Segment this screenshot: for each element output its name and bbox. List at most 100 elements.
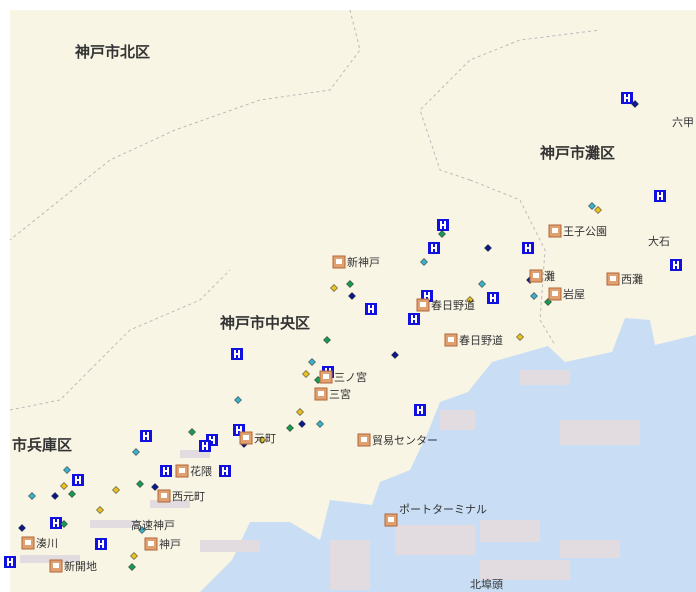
station-label: 三ノ宮 xyxy=(334,370,367,384)
hospital-icon xyxy=(72,474,84,486)
poi-dot xyxy=(438,230,446,238)
station-label: 王子公園 xyxy=(563,225,607,238)
station-icon-inner xyxy=(610,276,616,281)
hospital-icon xyxy=(365,303,377,315)
buildings xyxy=(20,370,640,590)
district-label: 市兵庫区 xyxy=(12,436,72,454)
station-label: ポートターミナル xyxy=(399,503,487,516)
poi-dot xyxy=(346,280,354,288)
poi-dot xyxy=(420,258,428,266)
poi-dot xyxy=(308,358,316,366)
hospital-icon xyxy=(199,440,211,452)
poi-dot xyxy=(530,292,538,300)
hospital-icon xyxy=(160,465,172,477)
poi-dot xyxy=(130,552,138,560)
station-icon-inner xyxy=(161,493,167,498)
hospital-h xyxy=(525,244,531,252)
station-icon-inner xyxy=(318,391,324,396)
poi-dot xyxy=(68,490,76,498)
hospital-icon xyxy=(140,430,152,442)
station-label: 西灘 xyxy=(621,273,643,286)
poi-dot xyxy=(60,520,68,528)
poi-dot xyxy=(516,333,524,341)
hospital-icon xyxy=(621,92,633,104)
poi-dot xyxy=(258,436,266,444)
station-icon-inner xyxy=(361,437,367,442)
hospital-icon xyxy=(50,517,62,529)
station-label: 灘 xyxy=(544,270,555,283)
station-icon-inner xyxy=(336,259,342,264)
poi-dot xyxy=(286,424,294,432)
station-icon-inner xyxy=(420,302,426,307)
poi-dot xyxy=(298,420,306,428)
hospital-h xyxy=(624,94,630,102)
hospital-h xyxy=(163,467,169,475)
district-label: 神戸市北区 xyxy=(75,43,150,61)
hospital-h xyxy=(98,540,104,548)
poi-dot xyxy=(330,284,338,292)
hospital-h xyxy=(490,294,496,302)
poi-dot xyxy=(51,492,59,500)
sea xyxy=(200,318,696,592)
place-label: 大石 xyxy=(648,234,670,248)
hospital-icon xyxy=(95,538,107,550)
district-boundary xyxy=(9,9,601,411)
station-label: 新神戸 xyxy=(347,255,380,269)
station-label: 神戸 xyxy=(159,537,181,551)
station-label: 湊川 xyxy=(36,536,58,550)
hospital-icon xyxy=(522,242,534,254)
station-icon-inner xyxy=(25,540,31,545)
place-label: 高速神戸 xyxy=(131,518,175,532)
hospital-icon xyxy=(408,313,420,325)
poi-dot xyxy=(132,448,140,456)
hospital-h xyxy=(673,261,679,269)
poi-dot xyxy=(302,370,310,378)
poi-dot xyxy=(188,428,196,436)
hospital-icon xyxy=(428,242,440,254)
poi-dot xyxy=(151,483,159,491)
poi-dot xyxy=(316,420,324,428)
hospital-icon xyxy=(654,190,666,202)
poi-dot xyxy=(478,280,486,288)
hospital-h xyxy=(202,442,208,450)
station-icon-inner xyxy=(552,228,558,233)
station-icon-inner xyxy=(448,337,454,342)
station-icon-inner xyxy=(552,291,558,296)
poi-dot xyxy=(138,526,146,534)
hospital-h xyxy=(143,432,149,440)
station-label: 三宮 xyxy=(329,387,351,401)
hospital-h xyxy=(7,558,13,566)
poi-dot xyxy=(63,466,71,474)
hospital-icon xyxy=(437,219,449,231)
poi-dot xyxy=(28,492,36,500)
hospital-h xyxy=(411,315,417,323)
place-label: 北埠頭 xyxy=(470,577,503,591)
hospital-h xyxy=(368,305,374,313)
poi-dot xyxy=(391,351,399,359)
hospital-icon xyxy=(414,404,426,416)
poi-dot xyxy=(96,506,104,514)
hospital-icon xyxy=(670,259,682,271)
station-icon-inner xyxy=(243,435,249,440)
hospital-icon xyxy=(4,556,16,568)
poi-dot xyxy=(234,396,242,404)
station-icon-inner xyxy=(179,468,185,473)
station-label: 春日野道 xyxy=(431,298,475,312)
hospital-icon xyxy=(219,465,231,477)
poi-dot xyxy=(136,480,144,488)
poi-dot xyxy=(18,524,26,532)
station-label: 岩屋 xyxy=(563,287,585,301)
place-label: 六甲 xyxy=(672,116,694,129)
station-label: 貿易センター xyxy=(372,434,438,447)
hospital-h xyxy=(657,192,663,200)
hospital-h xyxy=(53,519,59,527)
poi-dot xyxy=(128,563,136,571)
station-label: 元町 xyxy=(254,432,276,445)
station-icon-inner xyxy=(148,541,154,546)
poi-dot xyxy=(631,100,639,108)
poi-dot xyxy=(594,206,602,214)
station-label: 春日野道 xyxy=(459,333,503,347)
hospital-h xyxy=(431,244,437,252)
hospital-h xyxy=(234,350,240,358)
district-label: 神戸市灘区 xyxy=(540,144,615,162)
